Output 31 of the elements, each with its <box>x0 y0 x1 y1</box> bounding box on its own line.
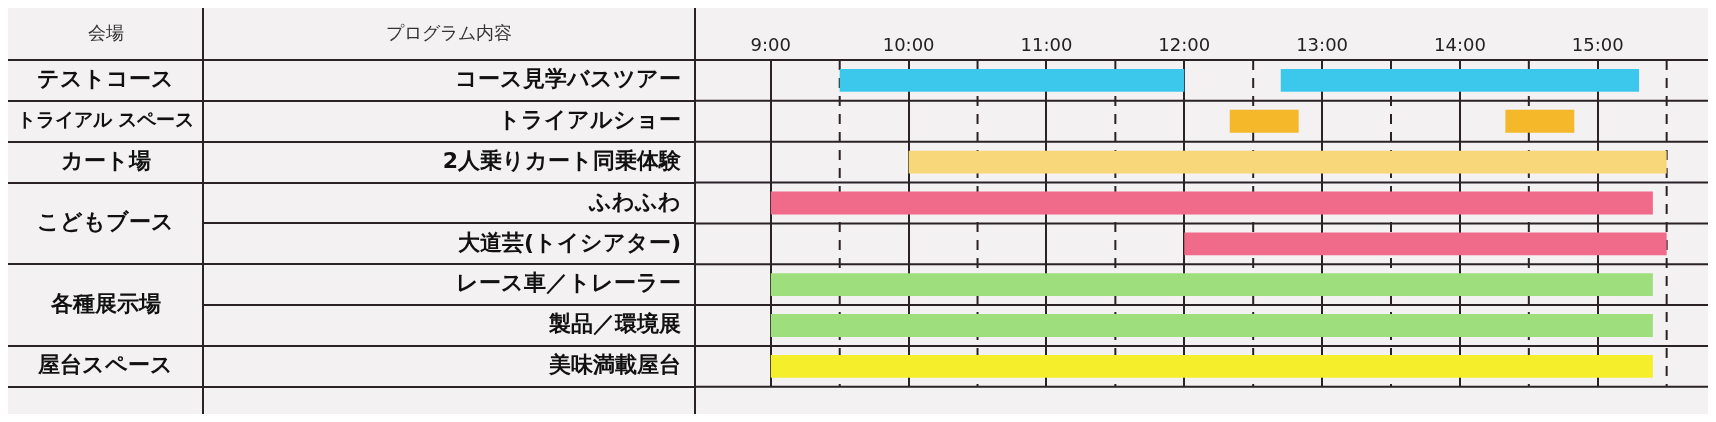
bar <box>770 354 1653 378</box>
y-tick-label: 製品／環境展 <box>548 311 681 337</box>
x-tick-label: 10:00 <box>882 33 935 55</box>
text: 会場 <box>87 21 124 43</box>
bar <box>770 273 1653 297</box>
bar <box>908 150 1667 174</box>
bar <box>1280 68 1640 92</box>
y-tick-label: コース見学バスツアー <box>455 66 681 92</box>
x-tick-label: 11:00 <box>1020 33 1073 55</box>
text: カート場 <box>60 147 151 173</box>
bar <box>770 314 1653 337</box>
y-tick-label: 大道芸(トイシアター) <box>457 229 681 255</box>
x-tick-label: 15:00 <box>1571 33 1624 55</box>
x-tick-label: 12:00 <box>1158 33 1211 55</box>
y-tick-label: 2人乗りカート同乗体験 <box>442 147 682 173</box>
x-tick-label: 13:00 <box>1296 33 1349 55</box>
bar <box>770 191 1653 215</box>
x-tick-label: 14:00 <box>1433 33 1486 55</box>
bar <box>1184 232 1667 256</box>
y-tick-label: 美味満載屋台 <box>548 352 681 378</box>
x-tick-label: 9:00 <box>750 33 792 55</box>
text: テストコース <box>37 66 174 92</box>
y-tick-label: レース車／トレーラー <box>456 270 681 296</box>
text: 各種展示場 <box>49 290 161 316</box>
text: トライアル スペース <box>16 108 195 131</box>
bar <box>1505 109 1575 133</box>
y-tick-label: ふわふわ <box>588 188 681 214</box>
text: プログラム内容 <box>386 21 512 43</box>
text: こどもブース <box>37 209 174 235</box>
text: 屋台スペース <box>37 352 173 378</box>
y-tick-label: トライアルショー <box>498 106 681 132</box>
